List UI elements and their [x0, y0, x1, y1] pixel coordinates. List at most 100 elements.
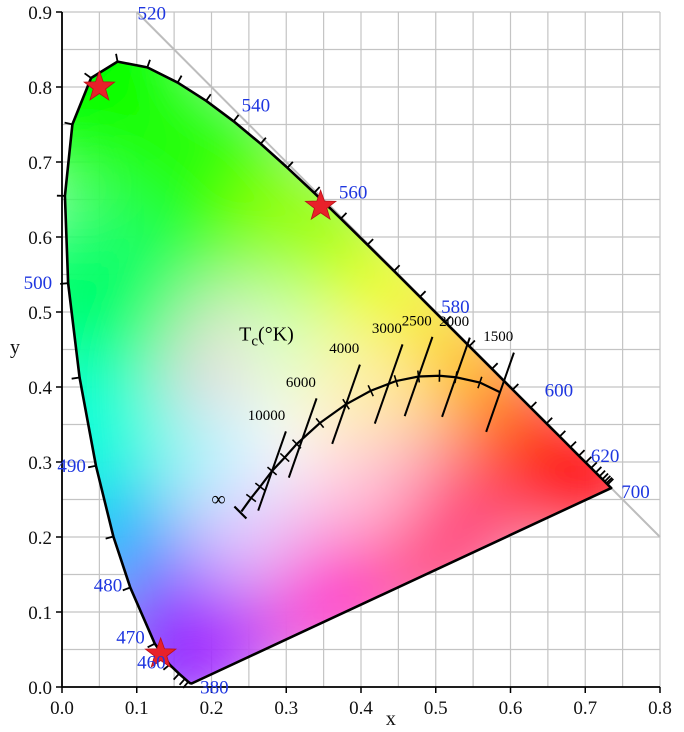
wavelength-tick — [578, 449, 586, 457]
wavelength-tick — [105, 535, 114, 540]
wavelength-tick — [115, 53, 119, 62]
color-blob — [193, 482, 304, 592]
wavelength-label: 700 — [621, 482, 650, 503]
primary-markers — [83, 69, 337, 668]
wavelength-tick — [366, 238, 374, 246]
wavelength-label: 520 — [138, 4, 167, 25]
wavelength-tick — [205, 93, 212, 102]
planckian-locus-cap — [233, 505, 248, 520]
planckian-locus-tick — [279, 452, 290, 463]
wavelength-label: 560 — [339, 183, 368, 204]
y-tick-label: 0.5 — [28, 303, 52, 324]
isotherm-line — [403, 336, 434, 417]
wavelength-tick — [530, 401, 537, 409]
x-tick-label: 0.3 — [274, 698, 298, 719]
isotherm-line — [257, 431, 287, 511]
wavelength-tick — [286, 161, 294, 169]
spectral-locus — [56, 53, 614, 689]
color-blob — [64, 354, 185, 525]
wavelength-tick — [607, 478, 614, 486]
wavelength-tick — [147, 642, 156, 649]
spectral-locus-outline — [63, 60, 613, 685]
x-tick-label: 0.8 — [648, 698, 672, 719]
y-tick-label: 0.6 — [28, 228, 52, 249]
wavelength-tick — [585, 456, 592, 464]
wavelength-tick — [172, 673, 180, 681]
x-tick-label: 0.6 — [499, 698, 523, 719]
x-tick-label: 0.7 — [573, 698, 597, 719]
wavelength-tick — [84, 72, 92, 79]
isotherm-line — [331, 364, 361, 445]
wavelength-tick — [512, 383, 519, 391]
wavelength-label: 620 — [591, 446, 620, 467]
isotherm-line — [441, 337, 471, 418]
isotherm-label: 1500 — [483, 329, 513, 345]
wavelength-tick — [260, 137, 267, 145]
wavelength-tick — [146, 59, 151, 68]
wavelength-label: 460 — [137, 653, 166, 674]
wavelength-tick — [64, 121, 73, 126]
color-blob — [64, 197, 192, 397]
x-tick-label: 0.4 — [349, 698, 373, 719]
primary-star-marker — [144, 636, 178, 668]
planckian-locus-tick — [367, 384, 374, 397]
planckian-locus-tick — [393, 375, 399, 387]
primary-star-marker — [83, 69, 116, 101]
wavelength-tick — [393, 264, 401, 272]
wavelength-label: 490 — [57, 456, 86, 477]
y-tick-label: 0.9 — [28, 3, 52, 24]
y-axis-title: y — [10, 336, 20, 358]
y-tick-label: 0.4 — [28, 378, 52, 399]
color-blob — [306, 437, 416, 547]
isotherm-label: 2500 — [402, 313, 432, 329]
wavelength-label: 600 — [545, 381, 574, 402]
infinity-label: ∞ — [211, 489, 225, 511]
axes: 0.0 0.1 0.2 0.3 0.4 0.5 0.6 0.7 0.8 0.0 0.1 0.2 0.3 0… — [10, 3, 672, 730]
wavelength-tick — [340, 212, 348, 220]
wavelength-tick — [595, 466, 603, 474]
x-tick-label: 0.1 — [125, 698, 149, 719]
color-blob — [505, 397, 612, 557]
isotherm-line — [373, 344, 404, 424]
wavelength-label: 380 — [200, 677, 229, 698]
x-axis-title: x — [386, 708, 396, 730]
planckian-locus-tick — [254, 482, 266, 492]
y-tick-label: 0.0 — [28, 678, 52, 699]
color-blob — [301, 327, 421, 447]
isotherm-label: 4000 — [329, 341, 359, 357]
wavelength-label: 580 — [441, 297, 470, 318]
wavelength-label: 480 — [94, 575, 123, 596]
color-blob — [216, 287, 327, 397]
wavelength-tick — [419, 290, 427, 298]
isotherm-label: 2000 — [439, 314, 469, 330]
y-tick-label: 0.1 — [28, 603, 52, 624]
wavelength-label: 470 — [116, 628, 145, 649]
x-tick-label: 0.0 — [50, 698, 74, 719]
wavelength-tick — [176, 75, 183, 84]
x-tick-label: 0.2 — [200, 698, 224, 719]
planckian-locus-tick — [245, 493, 257, 503]
wavelength-tick — [232, 114, 240, 122]
wavelength-tick — [122, 586, 131, 592]
isotherm-line — [485, 352, 515, 433]
wavelength-label: 500 — [24, 273, 53, 294]
planckian-locus-tick — [477, 376, 483, 389]
planckian-locus-tick — [315, 417, 325, 429]
wavelength-tick — [178, 678, 186, 686]
primary-star-marker — [304, 189, 337, 221]
wavelength-tick — [569, 440, 577, 448]
wavelength-tick — [605, 476, 613, 484]
wavelength-tick — [313, 186, 321, 194]
cct-title: Tc(°K) — [239, 324, 294, 350]
wavelength-label: 540 — [242, 95, 271, 116]
wavelength-tick — [545, 417, 553, 425]
y-tick-label: 0.8 — [28, 78, 52, 99]
wavelength-tick — [87, 464, 97, 469]
wavelength-tick — [601, 472, 609, 480]
wavelength-tick — [604, 475, 611, 483]
isotherm-line — [287, 398, 318, 478]
x-tick-label: 0.5 — [424, 698, 448, 719]
wavelength-tick — [468, 339, 476, 347]
